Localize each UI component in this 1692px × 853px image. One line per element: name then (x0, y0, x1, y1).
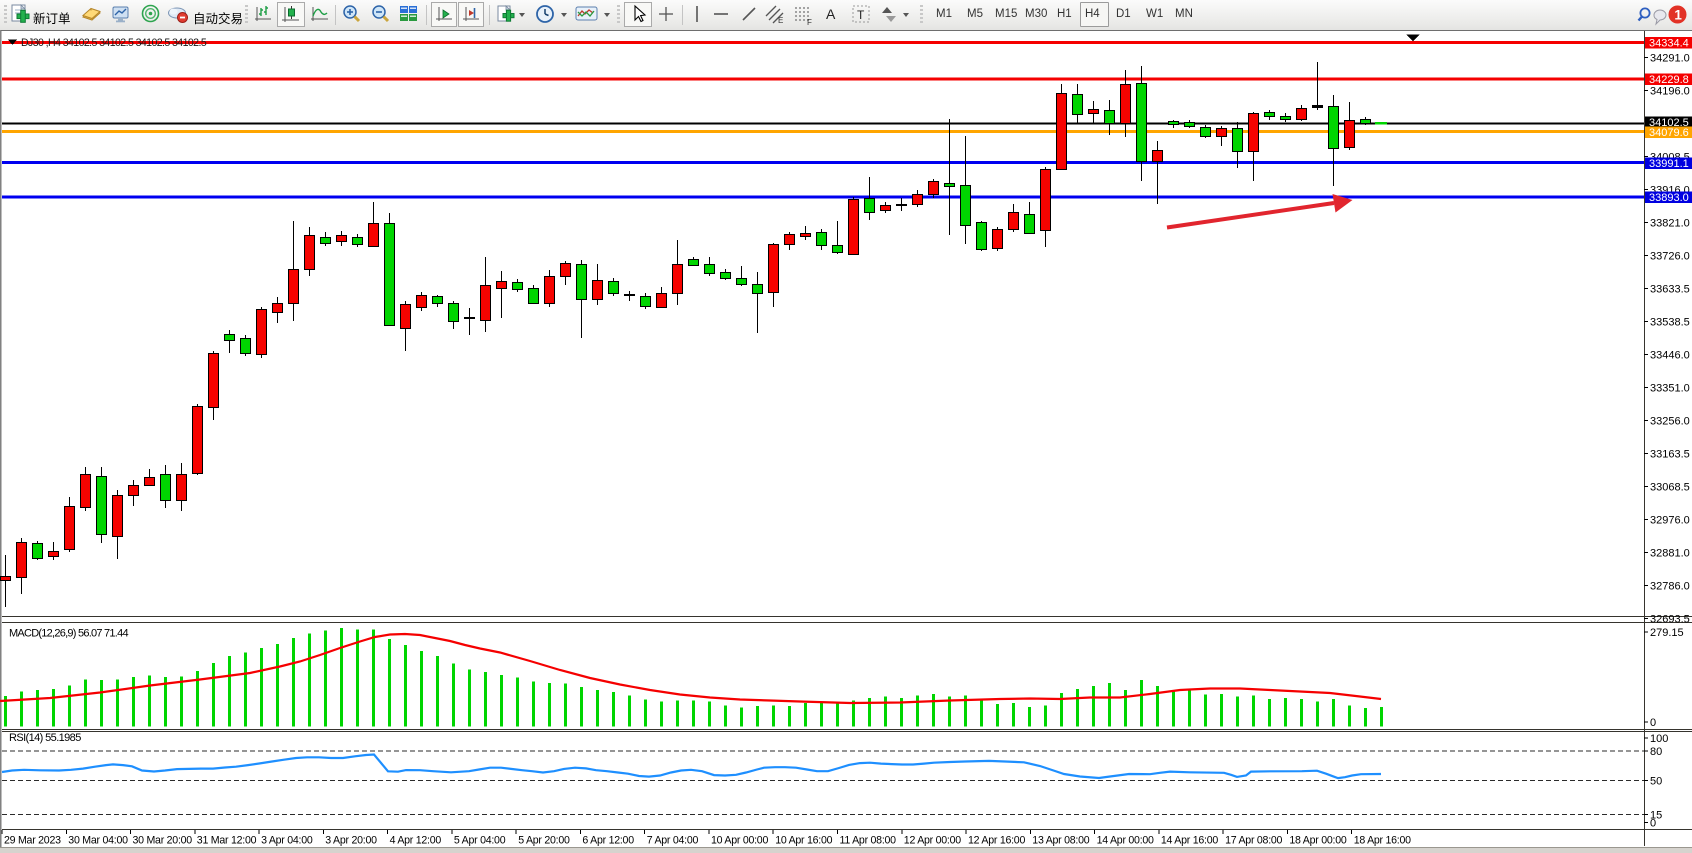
svg-text:29 Mar 2023: 29 Mar 2023 (4, 835, 61, 847)
svg-text:34229.8: 34229.8 (1649, 74, 1689, 86)
svg-text:80: 80 (1650, 746, 1662, 758)
svg-text:30 Mar 04:00: 30 Mar 04:00 (68, 835, 128, 847)
svg-text:0: 0 (1650, 717, 1656, 729)
svg-text:DJ30 ,H4 34102.5 34102.5 3410: DJ30 ,H4 34102.5 34102.5 34102.5 34102.5 (21, 37, 207, 49)
svg-text:3 Apr 20:00: 3 Apr 20:00 (325, 835, 377, 847)
svg-text:33821.0: 33821.0 (1650, 218, 1690, 230)
svg-text:33726.0: 33726.0 (1650, 251, 1690, 263)
svg-text:17 Apr 08:00: 17 Apr 08:00 (1225, 835, 1282, 847)
svg-text:34079.6: 34079.6 (1649, 127, 1689, 139)
svg-text:33538.5: 33538.5 (1650, 317, 1690, 329)
svg-text:33991.1: 33991.1 (1649, 158, 1689, 170)
svg-text:30 Mar 20:00: 30 Mar 20:00 (133, 835, 193, 847)
svg-text:RSI(14) 55.1985: RSI(14) 55.1985 (9, 732, 81, 744)
svg-text:0: 0 (1650, 817, 1656, 829)
svg-text:T: T (857, 8, 865, 22)
svg-text:15: 15 (1650, 810, 1662, 822)
svg-text:33633.5: 33633.5 (1650, 284, 1690, 296)
svg-text:34196.0: 34196.0 (1650, 86, 1690, 98)
svg-text:33256.0: 33256.0 (1650, 416, 1690, 428)
svg-text:3 Apr 04:00: 3 Apr 04:00 (261, 835, 313, 847)
svg-text:F: F (807, 18, 812, 26)
svg-text:18 Apr 16:00: 18 Apr 16:00 (1354, 835, 1411, 847)
svg-text:4 Apr 12:00: 4 Apr 12:00 (390, 835, 442, 847)
svg-text:279.15: 279.15 (1650, 627, 1684, 639)
svg-text:10 Apr 16:00: 10 Apr 16:00 (775, 835, 832, 847)
svg-text:10 Apr 00:00: 10 Apr 00:00 (711, 835, 768, 847)
svg-text:12 Apr 16:00: 12 Apr 16:00 (968, 835, 1025, 847)
svg-text:1: 1 (1674, 8, 1682, 23)
svg-text:32976.0: 32976.0 (1650, 515, 1690, 527)
svg-text:33068.5: 33068.5 (1650, 482, 1690, 494)
svg-text:33893.0: 33893.0 (1649, 192, 1689, 204)
svg-text:13 Apr 08:00: 13 Apr 08:00 (1032, 835, 1089, 847)
svg-text:14 Apr 16:00: 14 Apr 16:00 (1161, 835, 1218, 847)
svg-text:32881.0: 32881.0 (1650, 548, 1690, 560)
svg-text:11 Apr 08:00: 11 Apr 08:00 (840, 835, 897, 847)
svg-text:50: 50 (1650, 775, 1662, 787)
svg-text:5 Apr 20:00: 5 Apr 20:00 (518, 835, 570, 847)
svg-text:MACD(12,26,9) 56.07 71.44: MACD(12,26,9) 56.07 71.44 (9, 628, 128, 640)
svg-text:34291.0: 34291.0 (1650, 53, 1690, 65)
svg-text:33163.5: 33163.5 (1650, 449, 1690, 461)
svg-text:34334.4: 34334.4 (1649, 37, 1689, 49)
svg-text:31 Mar 12:00: 31 Mar 12:00 (197, 835, 257, 847)
svg-text:14 Apr 00:00: 14 Apr 00:00 (1097, 835, 1154, 847)
svg-text:33446.0: 33446.0 (1650, 350, 1690, 362)
svg-text:100: 100 (1650, 733, 1668, 745)
svg-text:33351.0: 33351.0 (1650, 383, 1690, 395)
svg-text:12 Apr 00:00: 12 Apr 00:00 (904, 835, 961, 847)
svg-text:6 Apr 12:00: 6 Apr 12:00 (582, 835, 634, 847)
svg-text:7 Apr 04:00: 7 Apr 04:00 (647, 835, 699, 847)
svg-text:32693.5: 32693.5 (1650, 614, 1690, 626)
svg-text:18 Apr 00:00: 18 Apr 00:00 (1289, 835, 1346, 847)
svg-text:5 Apr 04:00: 5 Apr 04:00 (454, 835, 506, 847)
svg-text:32786.0: 32786.0 (1650, 581, 1690, 593)
svg-text:E: E (778, 16, 783, 25)
svg-text:34102.5: 34102.5 (1649, 117, 1689, 129)
